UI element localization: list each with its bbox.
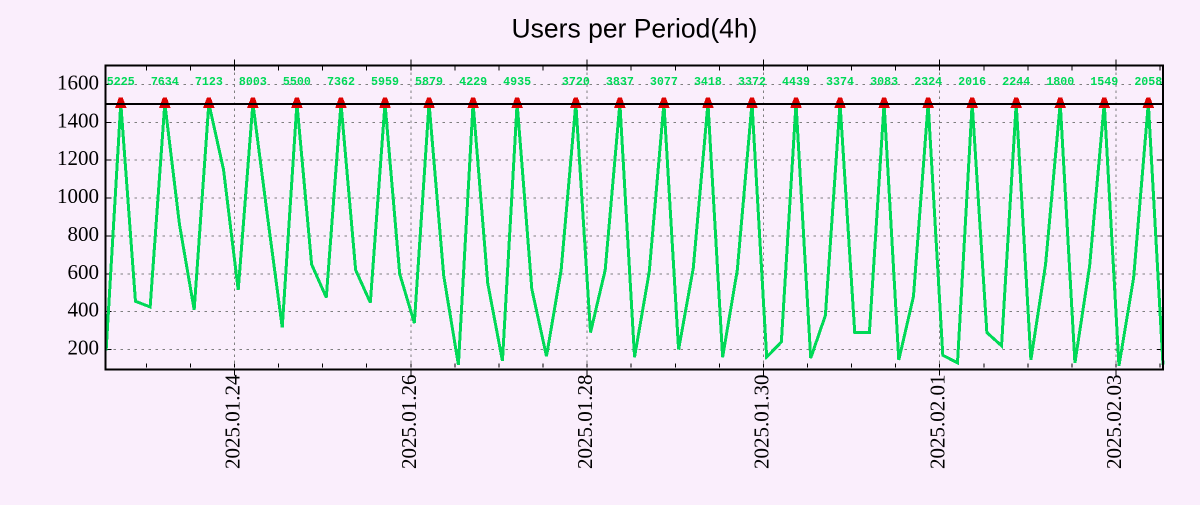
svg-text:2016: 2016 — [958, 75, 986, 89]
svg-text:1400: 1400 — [57, 108, 99, 132]
svg-text:4439: 4439 — [782, 75, 810, 89]
svg-text:3077: 3077 — [650, 75, 678, 89]
svg-text:4229: 4229 — [459, 75, 487, 89]
svg-text:800: 800 — [68, 222, 100, 246]
svg-text:2025.02.01: 2025.02.01 — [926, 375, 950, 469]
svg-text:4935: 4935 — [503, 75, 531, 89]
svg-text:2025.01.26: 2025.01.26 — [397, 375, 421, 470]
svg-text:400: 400 — [68, 298, 100, 322]
svg-text:7634: 7634 — [151, 75, 179, 89]
svg-text:5959: 5959 — [371, 75, 399, 89]
svg-text:1200: 1200 — [57, 146, 99, 170]
svg-text:7123: 7123 — [195, 75, 223, 89]
svg-text:3083: 3083 — [870, 75, 898, 89]
svg-text:2244: 2244 — [1002, 75, 1030, 89]
svg-text:3837: 3837 — [606, 75, 634, 89]
svg-text:5879: 5879 — [415, 75, 443, 89]
svg-text:3372: 3372 — [738, 75, 766, 89]
svg-text:1600: 1600 — [57, 70, 99, 94]
svg-text:1800: 1800 — [1046, 75, 1074, 89]
svg-text:3374: 3374 — [826, 75, 854, 89]
svg-text:200: 200 — [68, 336, 100, 360]
svg-text:3720: 3720 — [562, 75, 590, 89]
svg-text:2058: 2058 — [1134, 75, 1162, 89]
svg-text:5500: 5500 — [283, 75, 311, 89]
svg-text:7362: 7362 — [327, 75, 355, 89]
svg-text:2025.02.03: 2025.02.03 — [1102, 375, 1126, 470]
svg-text:2025.01.24: 2025.01.24 — [221, 374, 245, 469]
svg-text:2025.01.28: 2025.01.28 — [573, 375, 597, 470]
svg-text:2324: 2324 — [914, 75, 942, 89]
svg-text:1549: 1549 — [1090, 75, 1118, 89]
svg-text:2025.01.30: 2025.01.30 — [749, 375, 773, 470]
svg-text:5225: 5225 — [107, 75, 135, 89]
svg-text:3418: 3418 — [694, 75, 722, 89]
svg-text:8003: 8003 — [239, 75, 267, 89]
svg-text:1000: 1000 — [57, 184, 99, 208]
svg-text:600: 600 — [68, 260, 100, 284]
svg-text:Users per Period(4h): Users per Period(4h) — [512, 14, 758, 44]
